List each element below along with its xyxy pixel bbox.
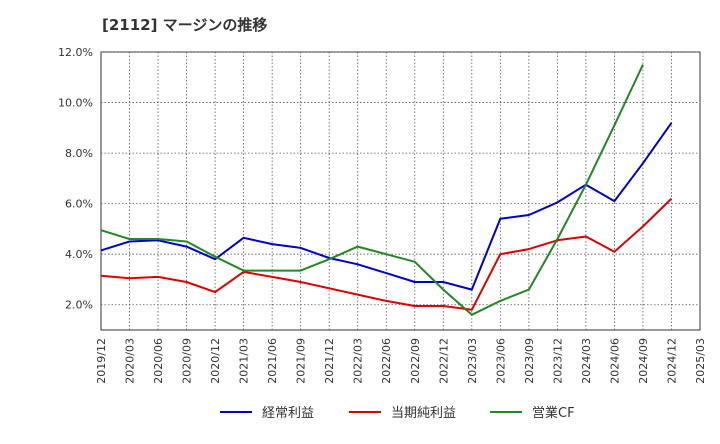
y-tick-label: 2.0%	[65, 299, 93, 312]
plot-area	[100, 51, 701, 331]
x-tick-label: 2020/06	[152, 338, 165, 384]
y-tick-label: 10.0%	[58, 97, 93, 110]
x-tick-label: 2021/03	[238, 338, 251, 384]
y-tick-label: 8.0%	[65, 147, 93, 160]
x-tick-label: 2023/03	[466, 338, 479, 384]
x-tick-label: 2022/09	[409, 338, 422, 384]
x-tick-label: 2021/09	[295, 338, 308, 384]
x-tick-label: 2019/12	[95, 338, 108, 384]
legend-label-2: 当期純利益	[391, 406, 456, 421]
x-tick-label: 2023/06	[494, 338, 507, 384]
x-tick-label: 2024/12	[665, 338, 678, 384]
series-line-2	[100, 197, 673, 311]
chart-title: [2112] マージンの推移	[102, 16, 268, 34]
x-tick-label: 2022/06	[380, 338, 393, 384]
x-tick-label: 2023/09	[523, 338, 536, 384]
x-tick-label: 2021/06	[266, 338, 279, 384]
legend-label-3: 営業CF	[532, 405, 575, 421]
legend-label-1: 経常利益	[262, 406, 314, 421]
y-tick-label: 6.0%	[65, 198, 93, 211]
x-tick-label: 2024/09	[637, 338, 650, 384]
y-tick-label: 12.0%	[58, 46, 93, 59]
x-tick-label: 2020/03	[124, 338, 137, 384]
series-line-1	[100, 122, 673, 291]
x-tick-label: 2020/12	[209, 338, 222, 384]
x-tick-label: 2023/12	[551, 338, 564, 384]
x-tick-label: 2024/03	[580, 338, 593, 384]
y-tick-label: 4.0%	[65, 248, 93, 261]
x-tick-label: 2022/03	[352, 338, 365, 384]
x-tick-label: 2021/12	[323, 338, 336, 384]
x-tick-label: 2025/03	[694, 338, 707, 384]
x-tick-label: 2020/09	[181, 338, 194, 384]
x-tick-label: 2022/12	[437, 338, 450, 384]
series-line-3	[100, 64, 644, 316]
x-tick-label: 2024/06	[608, 338, 621, 384]
